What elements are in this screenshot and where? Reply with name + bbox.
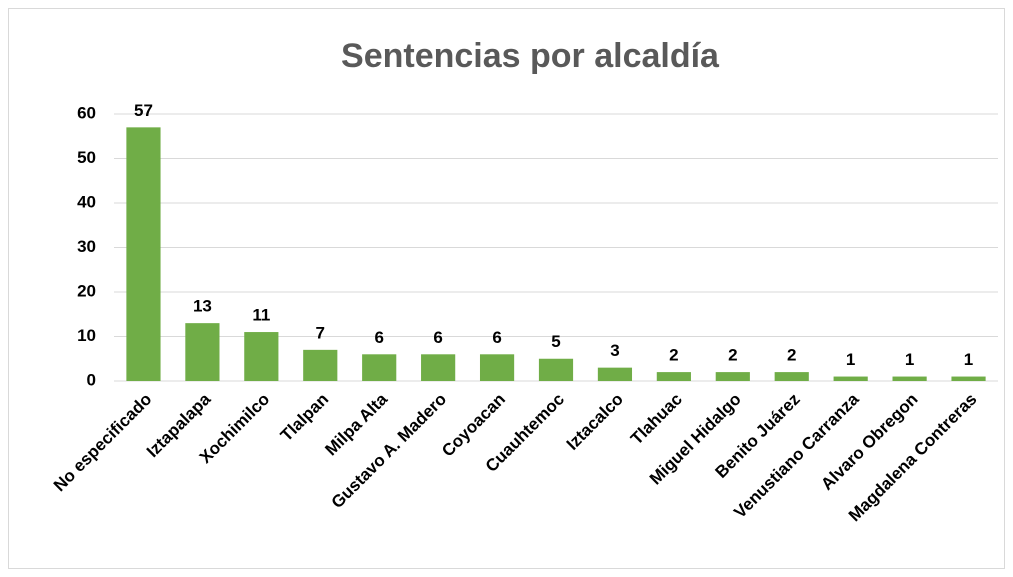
y-tick-label: 10 — [77, 326, 96, 345]
data-label: 2 — [728, 346, 737, 365]
data-label: 3 — [610, 341, 619, 360]
data-label: 2 — [669, 346, 678, 365]
y-tick-label: 30 — [77, 237, 96, 256]
y-tick-label: 50 — [77, 148, 96, 167]
y-tick-label: 40 — [77, 192, 96, 211]
bar — [538, 358, 574, 381]
data-label: 1 — [846, 350, 855, 369]
bar — [362, 354, 397, 381]
data-label: 11 — [252, 306, 270, 325]
y-tick-label: 0 — [87, 370, 96, 389]
data-label: 1 — [964, 350, 973, 369]
bar — [715, 372, 750, 381]
bar — [126, 127, 161, 381]
bar — [892, 376, 927, 381]
data-label: 6 — [433, 328, 442, 347]
data-label: 57 — [134, 101, 153, 120]
chart-border — [8, 8, 1005, 569]
bar — [774, 372, 809, 381]
data-label: 6 — [374, 328, 383, 347]
bar — [303, 349, 338, 381]
bar — [244, 332, 279, 381]
bar — [833, 376, 868, 381]
bar — [185, 323, 220, 381]
data-label: 2 — [787, 346, 796, 365]
bar — [421, 354, 456, 381]
bar — [951, 376, 986, 381]
data-label: 6 — [492, 328, 501, 347]
y-tick-label: 20 — [77, 281, 96, 300]
bar — [479, 354, 515, 381]
chart-title: Sentencias por alcaldía — [341, 37, 720, 75]
data-label: 1 — [905, 350, 914, 369]
data-label: 13 — [193, 297, 212, 316]
y-tick-label: 60 — [77, 103, 96, 122]
bar — [656, 372, 691, 381]
data-label: 7 — [316, 323, 325, 342]
data-label: 5 — [551, 332, 560, 351]
bar — [597, 367, 633, 381]
